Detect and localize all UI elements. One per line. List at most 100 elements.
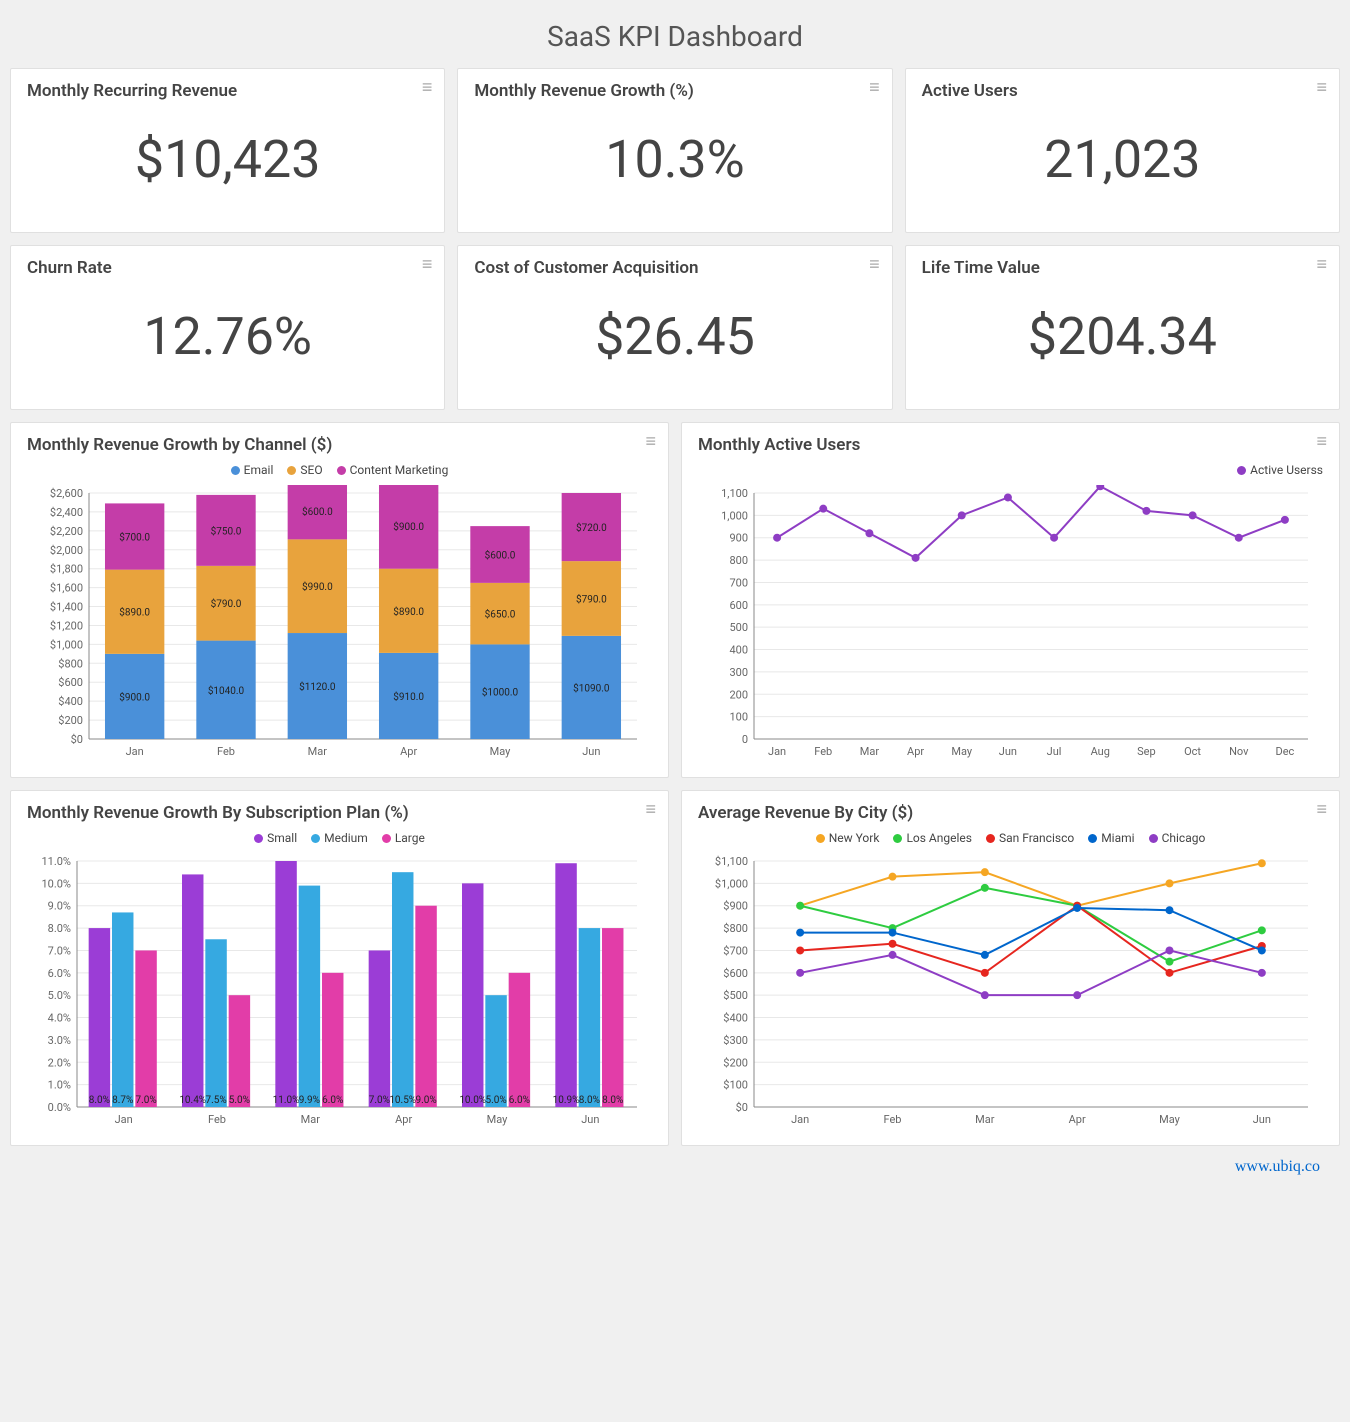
legend-item[interactable]: Active Userss bbox=[1237, 463, 1323, 477]
data-point[interactable] bbox=[1258, 859, 1266, 867]
line-series[interactable] bbox=[777, 486, 1285, 558]
svg-text:10.9%: 10.9% bbox=[553, 1095, 580, 1106]
hamburger-icon[interactable]: ≡ bbox=[422, 79, 433, 97]
legend-item[interactable]: Large bbox=[382, 831, 425, 845]
svg-text:Mar: Mar bbox=[301, 1113, 321, 1126]
data-point[interactable] bbox=[796, 946, 804, 954]
data-point[interactable] bbox=[1142, 507, 1150, 515]
data-point[interactable] bbox=[796, 969, 804, 977]
hamburger-icon[interactable]: ≡ bbox=[422, 256, 433, 274]
svg-text:Nov: Nov bbox=[1229, 745, 1249, 758]
data-point[interactable] bbox=[1004, 493, 1012, 501]
legend-label: Large bbox=[395, 831, 425, 845]
bar[interactable] bbox=[555, 863, 576, 1107]
data-point[interactable] bbox=[981, 868, 989, 876]
svg-text:Oct: Oct bbox=[1184, 745, 1201, 758]
data-point[interactable] bbox=[819, 505, 827, 513]
bar[interactable] bbox=[89, 928, 110, 1107]
data-point[interactable] bbox=[773, 534, 781, 542]
data-point[interactable] bbox=[1166, 969, 1174, 977]
svg-text:$500: $500 bbox=[723, 989, 748, 1002]
legend-dot-icon bbox=[893, 834, 902, 843]
legend-item[interactable]: Los Angeles bbox=[893, 831, 972, 845]
data-point[interactable] bbox=[1166, 906, 1174, 914]
dashboard-title: SaaS KPI Dashboard bbox=[10, 20, 1340, 53]
data-point[interactable] bbox=[1073, 904, 1081, 912]
svg-text:$1090.0: $1090.0 bbox=[573, 681, 610, 694]
legend-label: Chicago bbox=[1162, 831, 1206, 845]
data-point[interactable] bbox=[1235, 534, 1243, 542]
data-point[interactable] bbox=[912, 554, 920, 562]
legend-item[interactable]: New York bbox=[816, 831, 880, 845]
legend-item[interactable]: Medium bbox=[311, 831, 368, 845]
data-point[interactable] bbox=[1166, 879, 1174, 887]
svg-text:1.0%: 1.0% bbox=[48, 1079, 71, 1092]
legend-item[interactable]: San Francisco bbox=[986, 831, 1074, 845]
data-point[interactable] bbox=[889, 929, 897, 937]
hamburger-icon[interactable]: ≡ bbox=[1316, 801, 1327, 819]
svg-text:$700: $700 bbox=[723, 944, 748, 957]
data-point[interactable] bbox=[796, 929, 804, 937]
data-point[interactable] bbox=[865, 529, 873, 537]
bar[interactable] bbox=[322, 973, 343, 1107]
legend-item[interactable]: SEO bbox=[287, 463, 322, 477]
bar[interactable] bbox=[485, 995, 506, 1107]
data-point[interactable] bbox=[889, 951, 897, 959]
legend-item[interactable]: Small bbox=[254, 831, 297, 845]
svg-text:$890.0: $890.0 bbox=[393, 605, 424, 618]
bar[interactable] bbox=[275, 861, 296, 1107]
bar[interactable] bbox=[182, 874, 203, 1107]
line-series[interactable] bbox=[800, 908, 1262, 955]
svg-text:5.0%: 5.0% bbox=[485, 1095, 506, 1106]
bar[interactable] bbox=[509, 973, 530, 1107]
bar[interactable] bbox=[602, 928, 623, 1107]
data-point[interactable] bbox=[1166, 946, 1174, 954]
bar[interactable] bbox=[229, 995, 250, 1107]
bar[interactable] bbox=[462, 883, 483, 1107]
data-point[interactable] bbox=[1050, 534, 1058, 542]
bar[interactable] bbox=[299, 886, 320, 1107]
kpi-card: ≡ Cost of Customer Acquisition $26.45 bbox=[457, 245, 892, 410]
bar[interactable] bbox=[392, 872, 413, 1107]
data-point[interactable] bbox=[796, 902, 804, 910]
data-point[interactable] bbox=[981, 951, 989, 959]
data-point[interactable] bbox=[1258, 969, 1266, 977]
hamburger-icon[interactable]: ≡ bbox=[1316, 79, 1327, 97]
data-point[interactable] bbox=[981, 884, 989, 892]
data-point[interactable] bbox=[1189, 511, 1197, 519]
line-series[interactable] bbox=[800, 863, 1262, 905]
bar[interactable] bbox=[579, 928, 600, 1107]
line-series[interactable] bbox=[800, 906, 1262, 973]
data-point[interactable] bbox=[1258, 946, 1266, 954]
svg-text:Jun: Jun bbox=[999, 745, 1017, 758]
data-point[interactable] bbox=[958, 511, 966, 519]
hamburger-icon[interactable]: ≡ bbox=[645, 801, 656, 819]
hamburger-icon[interactable]: ≡ bbox=[1316, 433, 1327, 451]
data-point[interactable] bbox=[981, 991, 989, 999]
bar[interactable] bbox=[415, 906, 436, 1107]
legend-item[interactable]: Chicago bbox=[1149, 831, 1206, 845]
svg-text:$1,100: $1,100 bbox=[715, 855, 748, 868]
data-point[interactable] bbox=[1073, 991, 1081, 999]
data-point[interactable] bbox=[889, 873, 897, 881]
data-point[interactable] bbox=[889, 940, 897, 948]
hamburger-icon[interactable]: ≡ bbox=[645, 433, 656, 451]
bar[interactable] bbox=[369, 950, 390, 1107]
bar[interactable] bbox=[112, 912, 133, 1107]
svg-text:May: May bbox=[1159, 1113, 1181, 1126]
legend-item[interactable]: Email bbox=[231, 463, 274, 477]
legend-item[interactable]: Miami bbox=[1088, 831, 1134, 845]
bar[interactable] bbox=[205, 939, 226, 1107]
svg-text:May: May bbox=[490, 745, 512, 758]
data-point[interactable] bbox=[1166, 958, 1174, 966]
hamburger-icon[interactable]: ≡ bbox=[869, 256, 880, 274]
bar[interactable] bbox=[135, 950, 156, 1107]
svg-text:300: 300 bbox=[729, 666, 748, 679]
legend-item[interactable]: Content Marketing bbox=[337, 463, 449, 477]
hamburger-icon[interactable]: ≡ bbox=[1316, 256, 1327, 274]
hamburger-icon[interactable]: ≡ bbox=[869, 79, 880, 97]
data-point[interactable] bbox=[1281, 516, 1289, 524]
svg-text:800: 800 bbox=[729, 554, 748, 567]
data-point[interactable] bbox=[1258, 926, 1266, 934]
data-point[interactable] bbox=[981, 969, 989, 977]
